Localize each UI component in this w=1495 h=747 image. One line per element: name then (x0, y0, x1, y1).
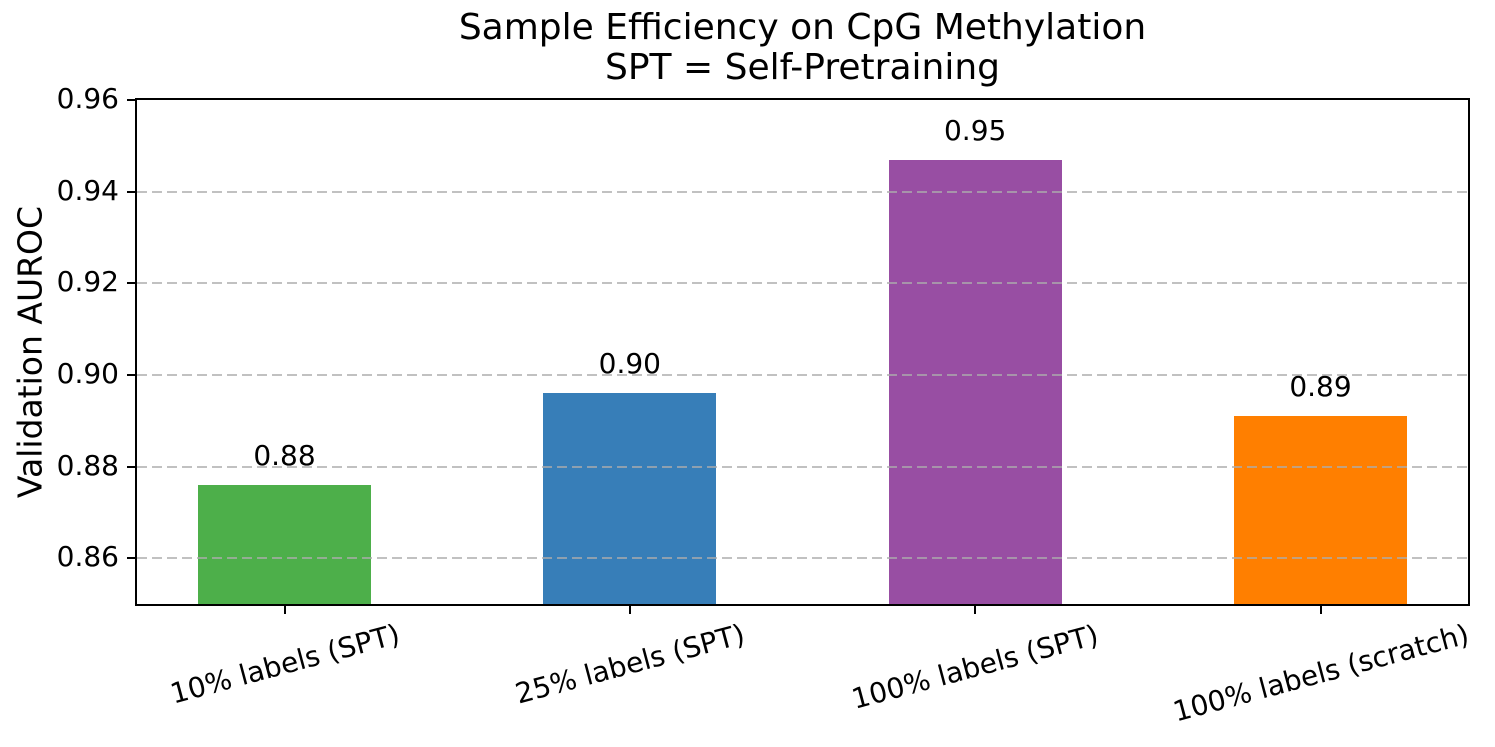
bar-value-label: 0.90 (598, 347, 661, 381)
gridline (137, 282, 1468, 285)
x-tick-label: 25% labels (SPT) (511, 617, 749, 711)
y-tick-label: 0.88 (56, 448, 119, 482)
gridline (137, 465, 1468, 468)
bar (198, 484, 371, 604)
y-tick-label: 0.96 (56, 82, 119, 115)
chart-title: Sample Efficiency on CpG Methylation SPT… (137, 8, 1468, 88)
plot-area: 0.88 0.90 0.95 0.89 (135, 98, 1470, 606)
bar-value-label: 0.95 (943, 113, 1007, 147)
x-tick-mark (974, 604, 977, 614)
y-tick-mark (127, 465, 137, 468)
gridline (137, 373, 1468, 376)
chart-title-line2: SPT = Self-Pretraining (605, 47, 1000, 88)
x-tick-label: 10% labels (SPT) (166, 617, 403, 711)
gridline (137, 190, 1468, 193)
chart-title-line1: Sample Efficiency on CpG Methylation (458, 7, 1147, 48)
y-tick-mark (127, 190, 137, 193)
y-tick-label: 0.86 (56, 540, 119, 574)
y-tick-mark (127, 373, 137, 376)
y-tick-mark (127, 99, 137, 101)
x-tick-mark (628, 604, 631, 614)
y-tick-mark (127, 557, 137, 560)
bar-value-label: 0.88 (253, 438, 316, 472)
y-tick-label: 0.94 (56, 173, 119, 207)
bar (1234, 416, 1407, 604)
bar-value-label: 0.89 (1289, 370, 1352, 404)
x-tick-label: 100% labels (scratch) (1169, 618, 1472, 729)
bar (888, 159, 1062, 604)
gridline (137, 557, 1468, 560)
x-tick-mark (283, 604, 286, 614)
x-tick-label: 100% labels (SPT) (848, 618, 1102, 716)
y-tick-label: 0.92 (56, 265, 119, 299)
bar (543, 393, 717, 604)
x-tick-mark (1319, 604, 1322, 614)
y-tick-label: 0.90 (56, 356, 119, 390)
y-tick-mark (127, 282, 137, 285)
